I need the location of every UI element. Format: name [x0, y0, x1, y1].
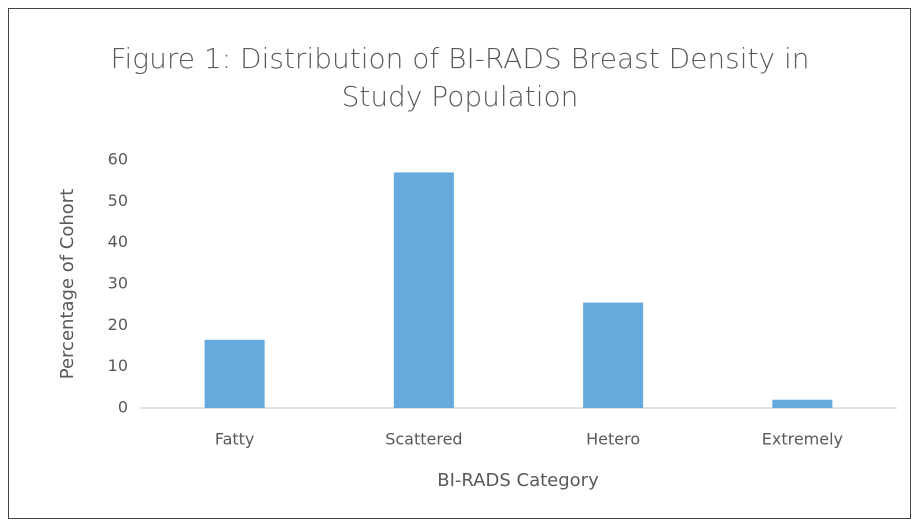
y-tick-label: 10 [108, 356, 128, 375]
x-axis-label: BI-RADS Category [437, 470, 599, 491]
y-tick-label: 30 [108, 274, 128, 293]
chart-title: Figure 1: Distribution of BI-RADS Breast… [110, 42, 810, 113]
bar [204, 339, 265, 408]
x-tick-label: Fatty [215, 430, 255, 449]
bar [772, 399, 833, 408]
y-tick-label: 20 [108, 315, 128, 334]
x-tick-label: Scattered [385, 430, 462, 449]
bar [393, 172, 454, 408]
y-tick-label: 50 [108, 191, 128, 210]
x-tick-label: Hetero [586, 430, 640, 449]
y-tick-label: 0 [118, 398, 128, 417]
x-tick-label: Extremely [762, 430, 843, 449]
y-axis-label: Percentage of Cohort [57, 189, 78, 380]
chart-border [8, 8, 911, 519]
bar [583, 302, 644, 408]
y-tick-label: 60 [108, 150, 128, 169]
y-tick-label: 40 [108, 232, 128, 251]
